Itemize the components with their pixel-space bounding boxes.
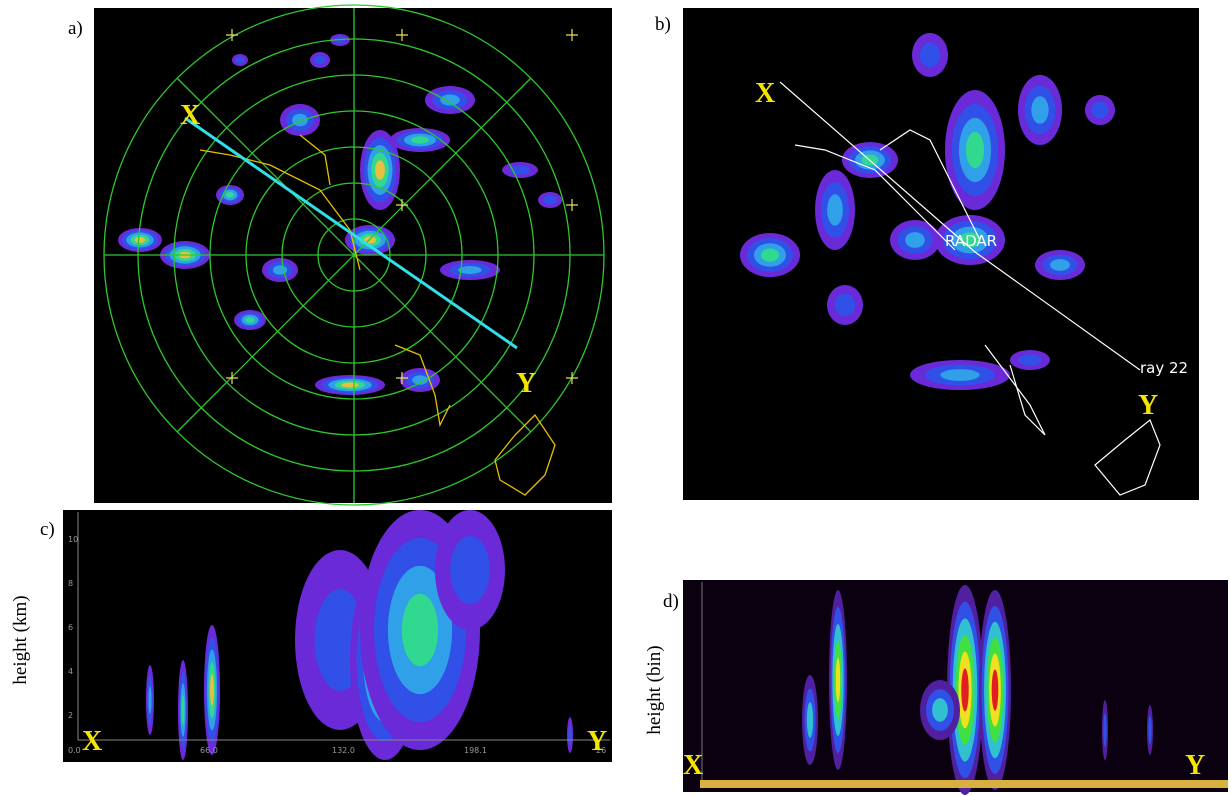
echo [940, 369, 979, 381]
echo [1148, 716, 1151, 744]
echo [836, 658, 840, 702]
start-marker: X [82, 726, 102, 757]
echo [992, 669, 999, 710]
end-marker: Y [516, 368, 536, 399]
start-marker: X [683, 750, 703, 781]
echo [226, 192, 234, 198]
echo [920, 43, 940, 68]
echo [245, 317, 255, 323]
echo [835, 294, 855, 317]
echo [568, 725, 571, 745]
echo [341, 383, 358, 388]
y-tick-label: 8 [68, 579, 73, 588]
y-tick-label: 4 [68, 667, 73, 676]
y-axis-label: height (bin) [644, 645, 665, 734]
echo [905, 232, 925, 248]
echo [1103, 713, 1106, 747]
echo [450, 536, 490, 604]
echo [181, 695, 184, 725]
y-tick-label: 6 [68, 623, 73, 632]
site-label: RADAR [945, 232, 997, 250]
panel-label: d) [663, 591, 679, 612]
y-axis-label: height (km) [10, 595, 31, 684]
panel-label: a) [68, 18, 83, 39]
echo [375, 160, 385, 180]
echo [210, 674, 214, 706]
x-tick-label: 0.0 [68, 746, 81, 755]
range-rings [104, 5, 604, 505]
echo [966, 132, 984, 168]
echo [761, 248, 779, 261]
y-tick-label: 10 [68, 535, 78, 544]
echo [932, 698, 948, 722]
y-tick-label: 2 [68, 711, 73, 720]
end-marker: Y [587, 726, 607, 757]
echo [411, 136, 429, 143]
end-marker: Y [1138, 390, 1158, 421]
echo [1019, 354, 1042, 365]
echo [314, 55, 325, 64]
end-marker: Y [1185, 750, 1205, 781]
start-marker: X [180, 100, 200, 131]
echo [402, 594, 438, 667]
echo [961, 668, 968, 711]
echo [827, 194, 843, 226]
echo [135, 237, 146, 243]
x-tick-label: 132.0 [332, 746, 355, 755]
echo [235, 57, 244, 64]
start-marker: X [755, 78, 775, 109]
echo [1031, 96, 1048, 124]
ray-label: ray 22 [1140, 359, 1188, 377]
x-tick-label: 66.0 [200, 746, 218, 755]
panel-label: b) [655, 14, 671, 35]
echo [807, 702, 813, 737]
x-tick-label: 198.1 [464, 746, 487, 755]
figure: a) X Y b) X Y RADAR ray 22 2 4 6 8 10 0.0 66.0… [0, 0, 1231, 796]
echo [1092, 102, 1109, 119]
echo [543, 195, 557, 204]
panel-label: c) [40, 519, 55, 540]
echo [440, 94, 460, 105]
echo [148, 686, 151, 714]
ground-band [700, 780, 1228, 788]
echo [1050, 259, 1070, 271]
